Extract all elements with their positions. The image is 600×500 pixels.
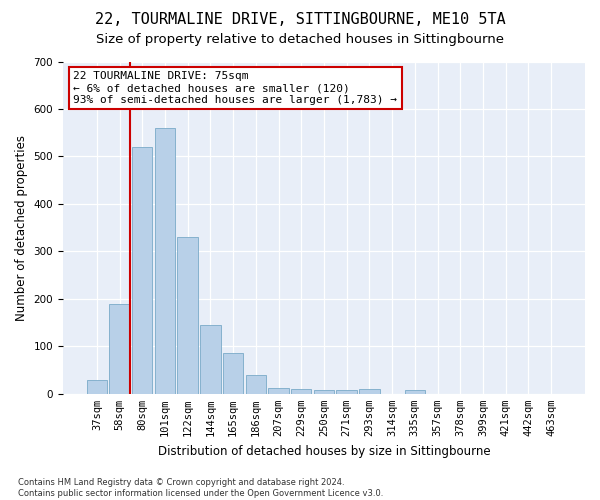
Bar	[132, 147, 152, 394]
Text: 22, TOURMALINE DRIVE, SITTINGBOURNE, ME10 5TA: 22, TOURMALINE DRIVE, SITTINGBOURNE, ME1…	[95, 12, 505, 28]
Bar	[109, 304, 130, 394]
Bar	[86, 380, 107, 394]
Text: 22 TOURMALINE DRIVE: 75sqm
← 6% of detached houses are smaller (120)
93% of semi: 22 TOURMALINE DRIVE: 75sqm ← 6% of detac…	[73, 72, 397, 104]
Bar	[155, 128, 175, 394]
Bar	[337, 390, 357, 394]
Bar	[223, 352, 244, 394]
Text: Contains HM Land Registry data © Crown copyright and database right 2024.
Contai: Contains HM Land Registry data © Crown c…	[18, 478, 383, 498]
Bar	[178, 237, 198, 394]
Bar	[268, 388, 289, 394]
Bar	[200, 325, 221, 394]
Bar	[314, 390, 334, 394]
Y-axis label: Number of detached properties: Number of detached properties	[15, 134, 28, 320]
Bar	[404, 390, 425, 394]
Bar	[291, 389, 311, 394]
Text: Size of property relative to detached houses in Sittingbourne: Size of property relative to detached ho…	[96, 32, 504, 46]
Bar	[359, 389, 380, 394]
X-axis label: Distribution of detached houses by size in Sittingbourne: Distribution of detached houses by size …	[158, 444, 490, 458]
Bar	[245, 375, 266, 394]
